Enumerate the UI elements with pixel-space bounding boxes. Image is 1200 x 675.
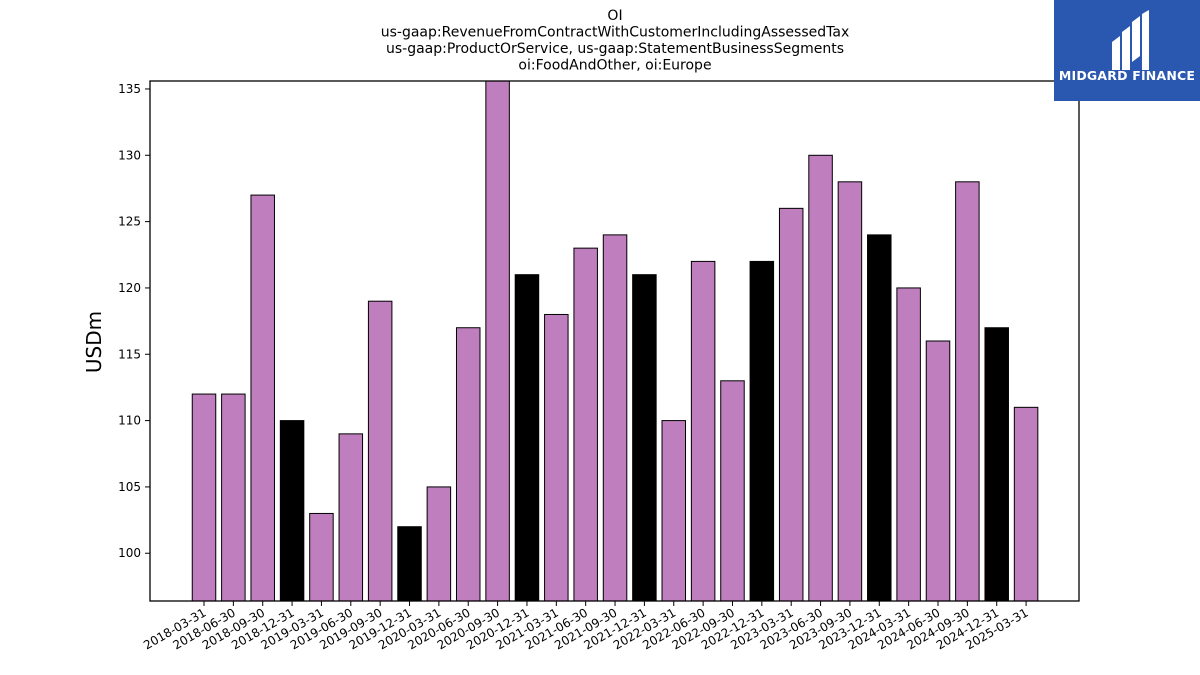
bar-2020-06-30 <box>455 327 481 601</box>
brand-logo: MIDGARD FINANCE <box>1054 0 1200 101</box>
bar-2024-09-30 <box>955 181 980 601</box>
bar-2022-03-31 <box>661 420 687 601</box>
bar-2025-03-31 <box>1013 406 1039 601</box>
bar-2023-09-30 <box>837 181 863 601</box>
bar-2024-03-31 <box>896 287 921 601</box>
bar-2020-12-31 <box>514 274 540 601</box>
chart-title: OI us-gaap:RevenueFromContractWithCustom… <box>381 8 850 74</box>
bar-2023-06-30 <box>808 154 833 601</box>
chart-title-line-4: oi:FoodAndOther, oi:Europe <box>518 58 711 74</box>
chart-title-line-1: OI <box>607 8 622 24</box>
brand-name: MIDGARD FINANCE <box>1058 68 1196 83</box>
bar-2019-06-30 <box>338 433 364 601</box>
y-tick-label: 100 <box>118 546 141 560</box>
bars <box>191 81 1039 601</box>
chart-title-line-2: us-gaap:RevenueFromContractWithCustomerI… <box>381 25 850 41</box>
y-tick-label: 105 <box>118 480 141 494</box>
y-axis-ticks: 100 105 110 115 120 125 130 135 <box>118 82 150 560</box>
plot-frame <box>149 80 1080 602</box>
bar-2021-03-31 <box>544 313 569 601</box>
bar-2019-03-31 <box>309 512 334 601</box>
bar-2022-12-31 <box>749 260 775 601</box>
bar-2018-03-31 <box>191 393 217 601</box>
y-tick-label: 130 <box>118 148 141 162</box>
midgard-logo-icon <box>1112 10 1149 70</box>
bar-2020-09-30 <box>485 81 510 601</box>
y-tick-label: 115 <box>118 347 141 361</box>
bar-2022-06-30 <box>690 260 716 601</box>
bar-2021-12-31 <box>632 274 657 601</box>
bar-2019-12-31 <box>397 526 422 601</box>
bar-2020-03-31 <box>426 486 452 601</box>
y-axis-label: USDm <box>82 311 106 373</box>
y-tick-label: 120 <box>118 281 141 295</box>
bar-2018-09-30 <box>250 194 275 601</box>
bar-2018-12-31 <box>279 420 305 601</box>
bar-2022-09-30 <box>720 380 745 601</box>
bar-2021-06-30 <box>573 247 598 601</box>
bar-2023-03-31 <box>778 207 804 601</box>
y-tick-label: 135 <box>118 82 141 96</box>
bar-2021-09-30 <box>602 234 628 601</box>
bar-2019-09-30 <box>367 300 393 601</box>
bar-2023-12-31 <box>867 234 892 601</box>
bar-2024-12-31 <box>984 327 1009 601</box>
bar-2024-06-30 <box>925 340 951 601</box>
chart-title-line-3: us-gaap:ProductOrService, us-gaap:Statem… <box>386 41 844 57</box>
y-tick-label: 110 <box>118 414 141 428</box>
y-tick-label: 125 <box>118 215 141 229</box>
x-axis-ticks: 2018-03-312018-06-302018-09-302018-12-31… <box>141 601 1031 652</box>
bar-2018-06-30 <box>221 393 246 601</box>
